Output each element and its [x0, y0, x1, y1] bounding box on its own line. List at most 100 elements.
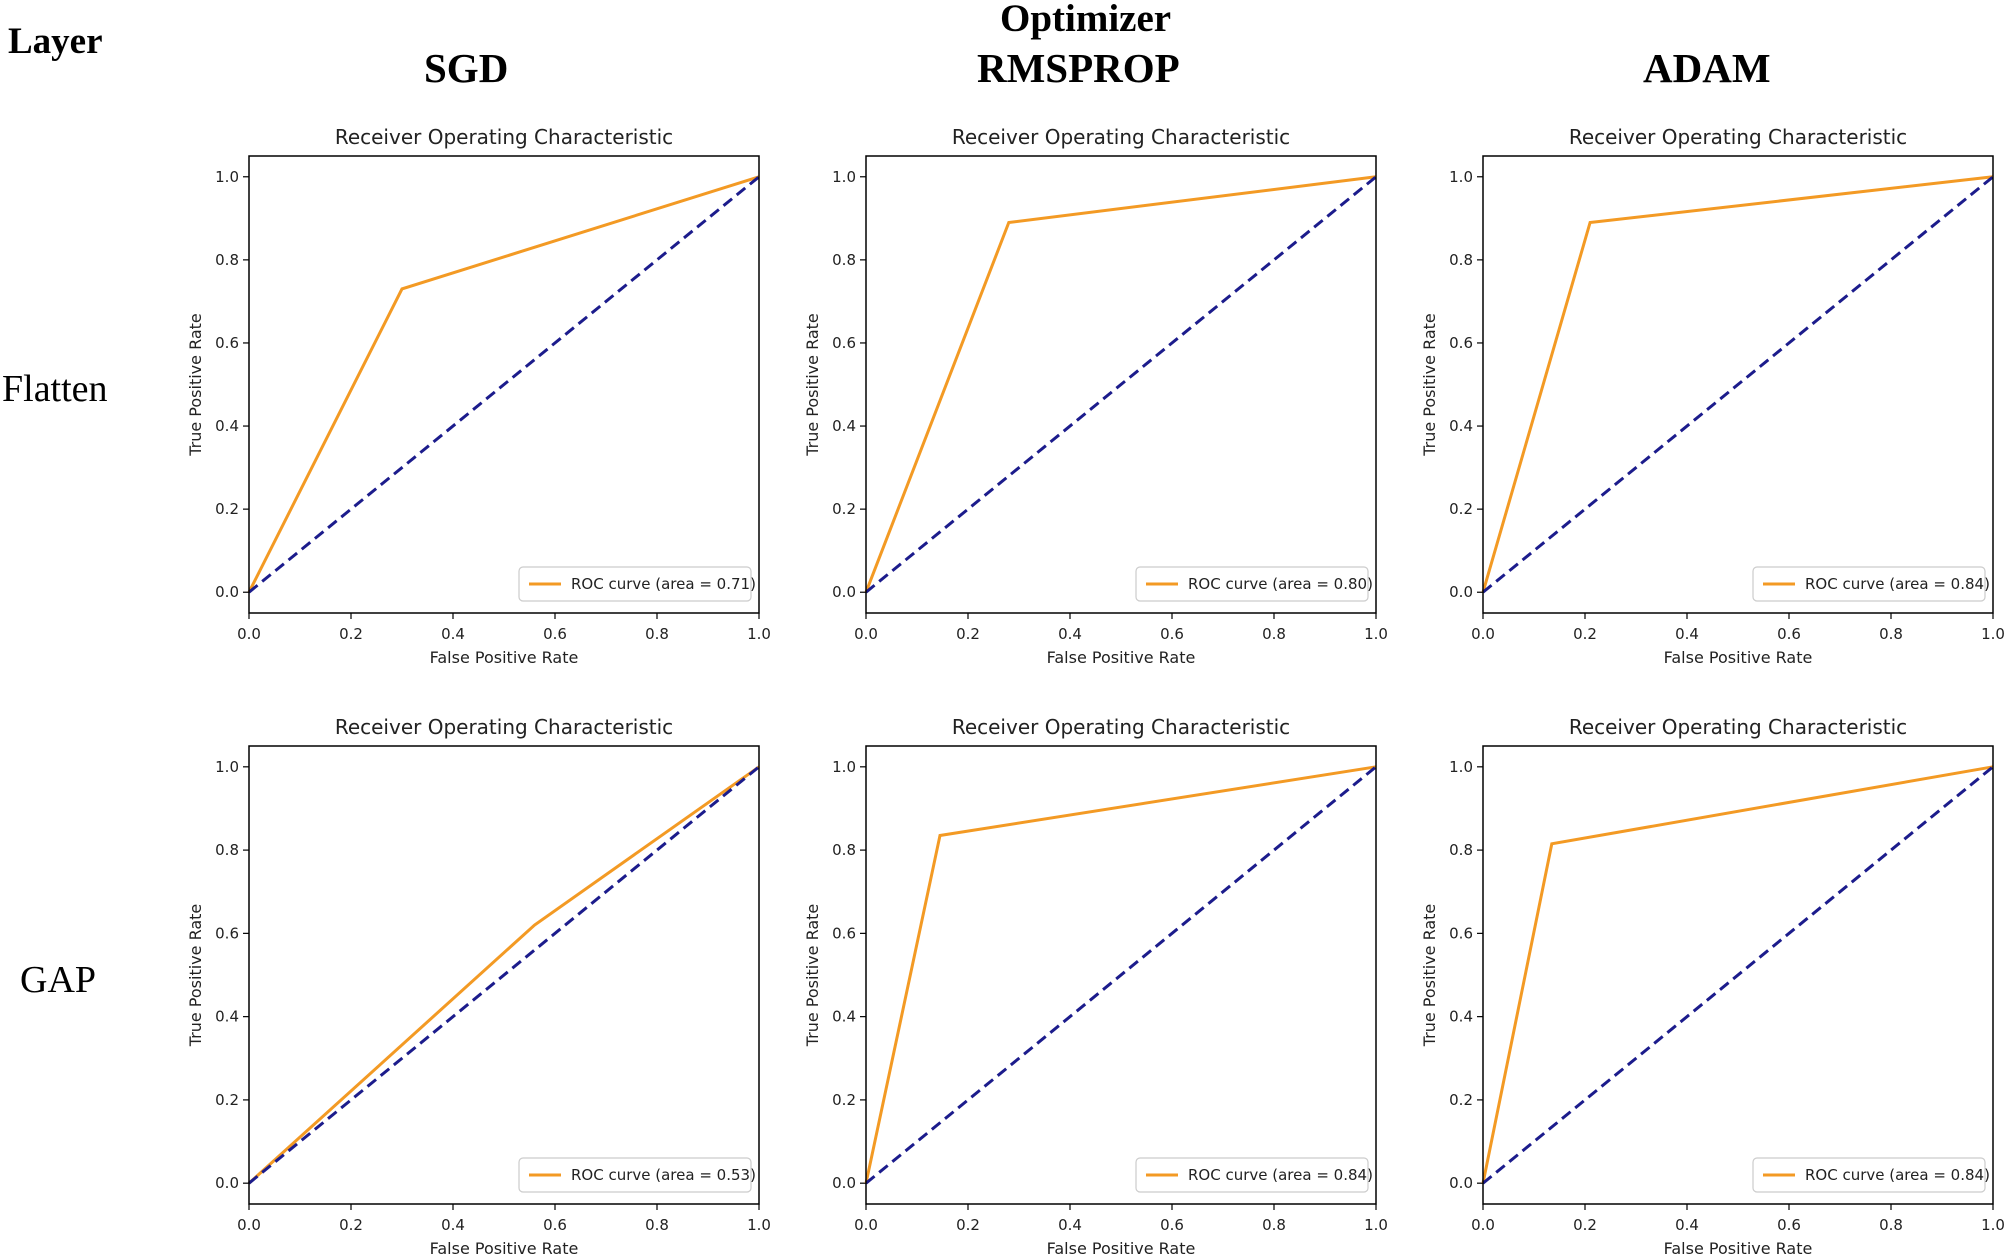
y-axis-label: True Positive Rate: [1420, 904, 1439, 1048]
subplot-title: Receiver Operating Characteristic: [335, 715, 673, 739]
row-label-flatten: Flatten: [2, 368, 108, 410]
y-tick-label: 0.4: [215, 417, 239, 435]
roc-curve-line: [864, 175, 1377, 593]
row-label-gap: GAP: [20, 959, 97, 1001]
legend: ROC curve (area = 0.53): [518, 1157, 756, 1193]
x-tick-label: 1.0: [1981, 625, 2005, 643]
y-tick-label: 0.0: [1449, 1174, 1473, 1192]
roc-subplot-flatten-sgd: Receiver Operating Characteristic 0.0 0.2 0…: [186, 125, 771, 667]
x-tick-label: 0.8: [1879, 1216, 1903, 1234]
x-tick-label: 0.2: [1573, 625, 1597, 643]
x-tick-label: 0.8: [645, 625, 669, 643]
roc-curve-line: [1481, 175, 1994, 593]
y-tick-label: 0.0: [215, 1174, 239, 1192]
optimizer-header: Optimizer: [1000, 0, 1172, 40]
roc-subplot-gap-rmsprop: Receiver Operating Characteristic 0.0 0.2 0…: [803, 715, 1388, 1258]
y-tick-label: 0.0: [1449, 583, 1473, 601]
y-tick-label: 0.6: [832, 924, 856, 942]
y-tick-label: 1.0: [832, 758, 856, 776]
roc-curve-line: [864, 765, 1377, 1184]
y-tick-label: 0.0: [832, 1174, 856, 1192]
layer-header: Layer: [8, 21, 103, 62]
legend-label: ROC curve (area = 0.84): [1805, 1166, 1990, 1184]
x-tick-label: 0.4: [441, 625, 465, 643]
legend-label: ROC curve (area = 0.84): [1805, 575, 1990, 593]
chance-diagonal-line: [1482, 765, 1994, 1185]
y-tick-label: 0.2: [832, 1091, 856, 1109]
legend-box: [1752, 566, 1986, 602]
x-tick-label: 0.0: [1471, 1216, 1495, 1234]
y-tick-label: 0.6: [832, 334, 856, 352]
legend: ROC curve (area = 0.84): [1135, 1157, 1373, 1193]
legend-box: [518, 1157, 752, 1193]
x-tick-label: 1.0: [747, 1216, 771, 1234]
x-tick-label: 0.6: [1777, 625, 1801, 643]
y-axis-label: True Positive Rate: [186, 313, 205, 457]
x-tick-label: 0.4: [1675, 625, 1699, 643]
column-label-rmsprop: RMSPROP: [977, 45, 1180, 91]
x-tick-label: 0.8: [645, 1216, 669, 1234]
chance-diagonal-line: [865, 765, 1377, 1185]
x-tick-label: 0.4: [1058, 1216, 1082, 1234]
y-tick-label: 0.4: [1449, 1008, 1473, 1026]
plot-frame: [1482, 745, 1994, 1205]
chance-diagonal-line: [1482, 175, 1994, 594]
y-tick-label: 1.0: [1449, 168, 1473, 186]
y-axis-label: True Positive Rate: [1420, 313, 1439, 457]
plot-frame: [248, 155, 760, 614]
x-axis-label: False Positive Rate: [430, 648, 579, 667]
x-tick-label: 0.0: [237, 625, 261, 643]
roc-subplot-gap-adam: Receiver Operating Characteristic 0.0 0.2 0…: [1420, 715, 2005, 1258]
plot-frame: [865, 745, 1377, 1205]
x-tick-label: 0.8: [1879, 625, 1903, 643]
x-tick-label: 0.6: [1777, 1216, 1801, 1234]
y-axis-label: True Positive Rate: [803, 313, 822, 457]
x-axis-label: False Positive Rate: [430, 1239, 579, 1258]
y-tick-label: 1.0: [1449, 758, 1473, 776]
y-tick-label: 0.8: [1449, 841, 1473, 859]
y-tick-label: 0.4: [832, 1008, 856, 1026]
x-tick-label: 0.4: [1675, 1216, 1699, 1234]
y-tick-label: 0.8: [832, 251, 856, 269]
x-tick-label: 0.8: [1262, 1216, 1286, 1234]
x-tick-label: 1.0: [1981, 1216, 2005, 1234]
x-tick-label: 0.6: [543, 625, 567, 643]
x-tick-label: 0.4: [441, 1216, 465, 1234]
x-tick-label: 0.2: [956, 1216, 980, 1234]
y-tick-label: 0.8: [832, 841, 856, 859]
chance-diagonal-line: [865, 175, 1377, 594]
y-axis-label: True Positive Rate: [186, 904, 205, 1048]
subplot-title: Receiver Operating Characteristic: [952, 125, 1290, 149]
y-tick-label: 0.8: [1449, 251, 1473, 269]
y-tick-label: 0.2: [1449, 500, 1473, 518]
x-tick-label: 0.6: [1160, 625, 1184, 643]
y-tick-label: 0.2: [215, 1091, 239, 1109]
legend-label: ROC curve (area = 0.84): [1188, 1166, 1373, 1184]
column-label-sgd: SGD: [424, 45, 509, 91]
plot-frame: [865, 155, 1377, 614]
y-tick-label: 0.6: [1449, 334, 1473, 352]
x-axis-label: False Positive Rate: [1664, 1239, 1813, 1258]
chance-diagonal-line: [248, 175, 760, 594]
roc-subplot-gap-sgd: Receiver Operating Characteristic 0.0 0.2 0…: [186, 715, 771, 1258]
y-tick-label: 0.8: [215, 841, 239, 859]
subplot-title: Receiver Operating Characteristic: [1569, 715, 1907, 739]
x-tick-label: 1.0: [747, 625, 771, 643]
y-tick-label: 1.0: [832, 168, 856, 186]
x-axis-label: False Positive Rate: [1047, 648, 1196, 667]
y-tick-label: 0.4: [1449, 417, 1473, 435]
legend-box: [1135, 566, 1369, 602]
y-tick-label: 0.6: [215, 334, 239, 352]
y-tick-label: 0.6: [215, 924, 239, 942]
x-axis-label: False Positive Rate: [1047, 1239, 1196, 1258]
x-tick-label: 0.0: [1471, 625, 1495, 643]
plot-frame: [1482, 155, 1994, 614]
y-tick-label: 0.4: [215, 1008, 239, 1026]
column-label-adam: ADAM: [1643, 45, 1771, 91]
x-tick-label: 0.0: [237, 1216, 261, 1234]
y-tick-label: 0.2: [1449, 1091, 1473, 1109]
legend: ROC curve (area = 0.84): [1752, 1157, 1990, 1193]
legend-label: ROC curve (area = 0.53): [571, 1166, 756, 1184]
legend: ROC curve (area = 0.80): [1135, 566, 1373, 602]
